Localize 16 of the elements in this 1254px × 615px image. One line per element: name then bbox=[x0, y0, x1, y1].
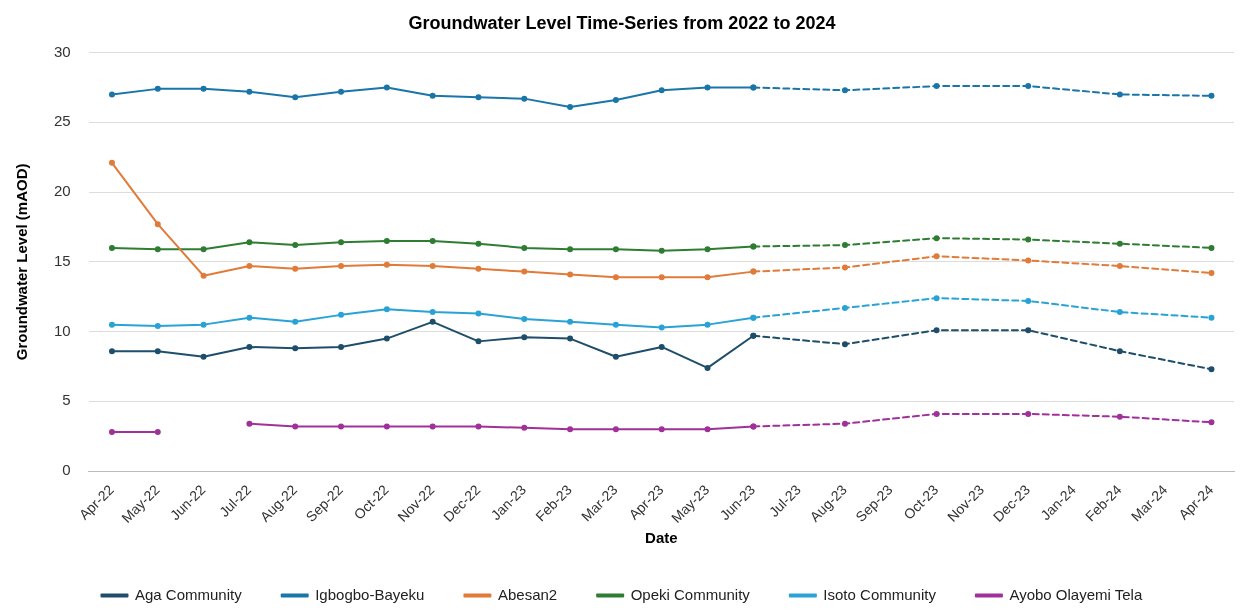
y-axis-title: Groundwater Level (mAOD) bbox=[13, 163, 31, 361]
y-tick-label: 0 bbox=[62, 461, 71, 479]
legend-label: Abesan2 bbox=[497, 585, 558, 603]
legend-label: Igbogbo-Bayeku bbox=[315, 585, 425, 603]
y-tick-label: 25 bbox=[54, 112, 71, 130]
legend-label: Isoto Community bbox=[823, 585, 937, 603]
x-axis-title: Date bbox=[645, 529, 678, 547]
y-tick-label: 15 bbox=[54, 252, 71, 269]
y-tick-label: 20 bbox=[54, 182, 71, 200]
y-tick-label: 10 bbox=[54, 321, 71, 339]
y-tick-label: 5 bbox=[62, 391, 71, 409]
y-tick-label: 30 bbox=[54, 42, 71, 60]
chart-title: Groundwater Level Time-Series from 2022 to 2024 bbox=[408, 12, 836, 33]
legend-label: Opeki Community bbox=[630, 585, 751, 603]
legend-label: Aga Community bbox=[134, 585, 243, 603]
legend-label: Ayobo Olayemi Tela bbox=[1009, 585, 1143, 603]
